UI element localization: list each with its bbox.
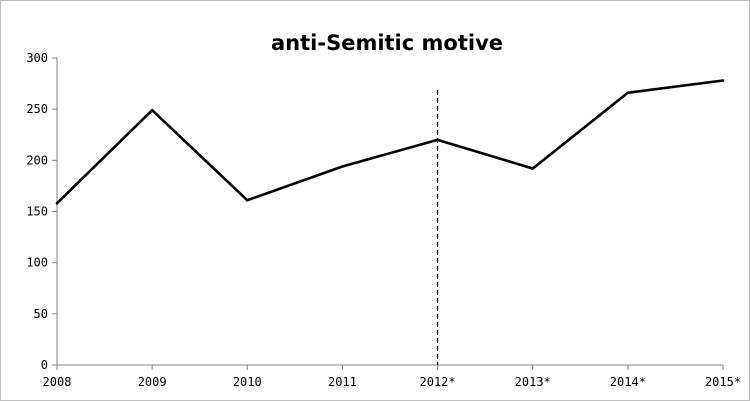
data-point: [721, 79, 725, 82]
chart-title: anti-Semitic motive: [271, 31, 503, 55]
data-point: [150, 108, 154, 112]
data-point: [341, 165, 344, 168]
data-point: [531, 167, 535, 170]
y-tick-label: 200: [26, 153, 48, 167]
series-line: [56, 79, 724, 205]
x-tick-label: 2010: [233, 375, 262, 389]
x-tick-label: 2014*: [610, 375, 646, 389]
data-point: [626, 91, 630, 95]
x-tick-label: 2012*: [420, 375, 456, 389]
data-point: [245, 198, 249, 202]
x-tick-label: 2008: [43, 375, 72, 389]
x-tick-label: 2013*: [515, 375, 551, 389]
y-tick-labels: 0 50 100 150 200 250 300: [26, 51, 48, 372]
y-tick-label: 100: [26, 256, 48, 270]
x-tick-label: 2009: [138, 375, 167, 389]
x-tick-label: 2015*: [705, 375, 741, 389]
y-tick-label: 300: [26, 51, 48, 65]
y-tick-label: 150: [26, 205, 48, 219]
y-tick-label: 0: [41, 358, 48, 372]
y-tick-label: 50: [34, 307, 48, 321]
x-tick-labels: 2008 2009 2010 2011 2012* 2013* 2014* 2015*: [43, 375, 742, 389]
data-point: [55, 202, 59, 205]
data-point: [436, 138, 439, 142]
axes: [52, 57, 724, 370]
y-tick-label: 250: [26, 102, 48, 116]
series-layer: [55, 79, 725, 205]
x-tick-label: 2011: [328, 375, 357, 389]
